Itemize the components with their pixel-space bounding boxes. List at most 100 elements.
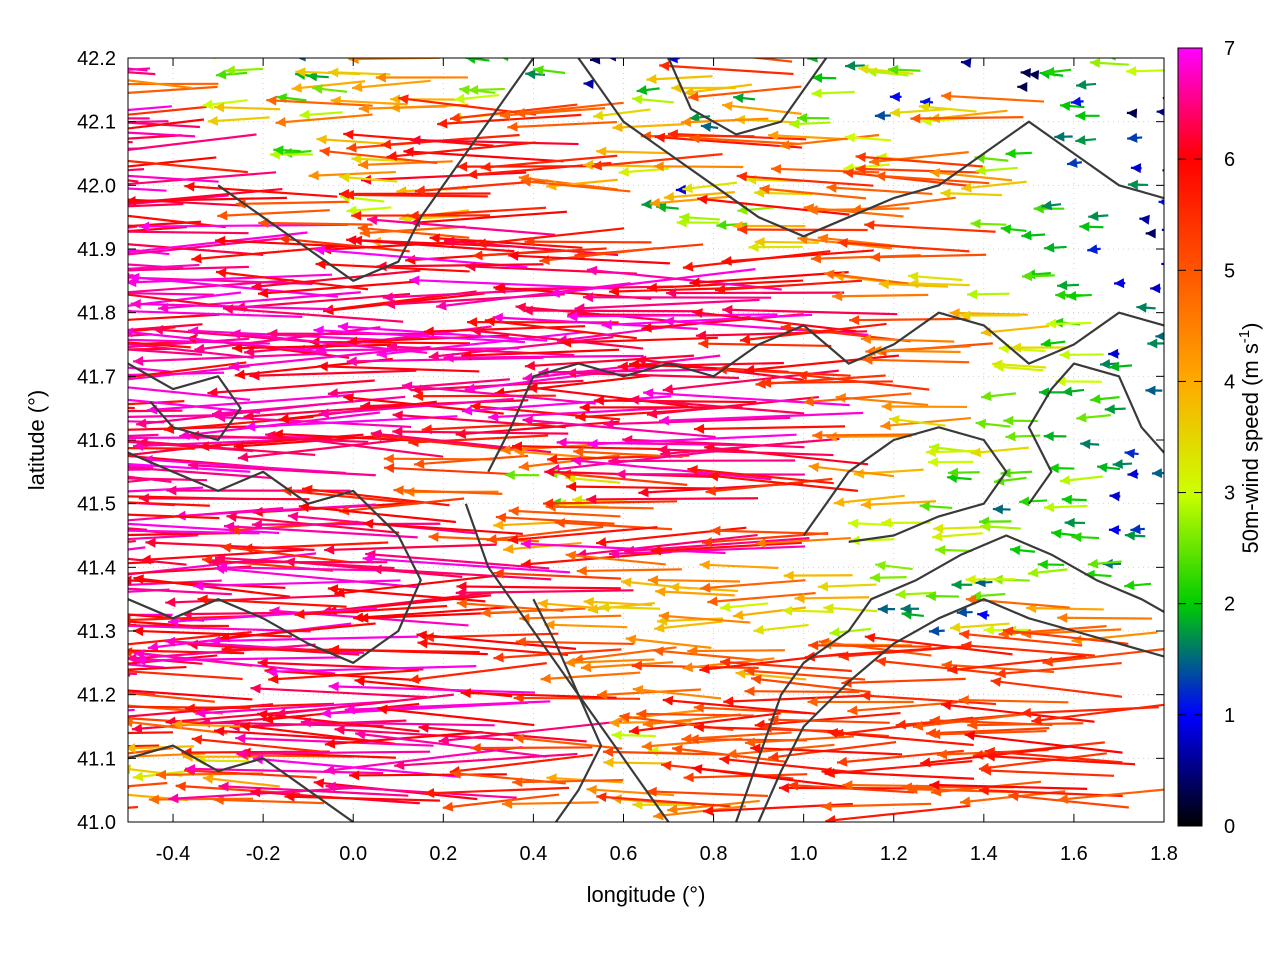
wind-vector [128,168,145,172]
wind-vector [1124,448,1139,459]
wind-vector [961,180,1027,193]
wind-vector [1076,412,1111,423]
wind-vector [603,757,672,768]
wind-vector [207,115,270,126]
wind-vector [245,415,458,432]
wind-vector [960,310,1022,321]
wind-vector [460,688,617,699]
wind-vector [250,683,428,699]
wind-vector [128,529,260,535]
wind-vector [874,110,891,121]
wind-vector [346,205,392,216]
wind-vector [128,371,225,377]
wind-vector [1126,66,1164,77]
wind-vector [837,238,970,253]
wind-vector [599,602,661,613]
wind-vector [533,65,566,76]
wind-vector [602,746,724,757]
wind-vector [222,304,404,323]
colorbar-ticks: 0 1 2 3 4 5 6 7 [1178,38,1235,838]
wind-vectors [0,58,1164,822]
wind-vector [817,581,877,592]
colorbar-tick-label-2: 2 [1224,594,1235,616]
wind-vector [768,130,848,141]
wind-vector [721,249,874,266]
x-tick-label-11: 1.8 [1150,843,1178,865]
wind-vector [502,798,599,809]
wind-vector [933,523,987,534]
wind-vector [970,446,1029,458]
wind-vector [128,674,131,677]
wind-vector [1108,348,1120,359]
wind-vector [804,646,952,662]
wind-vector [700,579,806,593]
wind-vector [128,513,220,520]
wind-vector [348,58,441,65]
wind-vector [900,603,920,614]
wind-vector [843,168,970,187]
wind-vector [392,426,569,437]
wind-vector [418,722,587,743]
wind-vector [871,345,961,356]
wind-vector [128,133,257,151]
wind-vector [683,83,752,97]
wind-vector [825,804,971,822]
wind-vector [889,414,946,427]
wind-vector [1008,791,1129,809]
wind-vector [0,274,127,284]
wind-vector [647,575,740,586]
wind-vector [901,609,924,620]
wind-vector [128,575,286,590]
wind-vector [929,167,1013,182]
wind-vector [392,410,566,429]
wind-vector [842,780,949,791]
wind-vector [697,194,850,216]
wind-vector [1005,431,1041,442]
wind-vector [707,591,816,607]
colorbar-tick-label-6: 6 [1224,149,1235,171]
wind-vector [1087,558,1122,569]
wind-vector [1161,228,1164,232]
wind-vector [643,388,850,407]
wind-vector [442,793,560,812]
wind-vector [128,557,187,566]
contour-line-12 [802,426,1008,543]
wind-vector [317,361,480,373]
wind-vector [128,624,311,633]
wind-vector [128,463,251,473]
wind-vector [278,234,410,253]
wind-vector [920,745,1072,768]
wind-vector [1076,79,1097,90]
wind-vector [540,671,641,684]
wind-vector [1088,211,1109,222]
wind-vector [223,521,418,539]
wind-vector [1109,491,1121,502]
wind-vector [735,668,807,681]
colorbar-label-main: 50m-wind speed (m s [1238,343,1263,553]
wind-vector [249,369,417,381]
wind-vector [184,181,338,198]
contour-line-5 [757,598,1164,822]
wind-vector [691,764,849,789]
wind-vector [128,587,232,596]
wind-vector [195,699,396,718]
wind-vector [993,362,1044,373]
contour-line-10 [128,744,354,822]
wind-vector [138,493,310,504]
wind-vector [128,413,234,419]
wind-vector [1151,468,1164,479]
wind-vector [338,188,491,199]
wind-vector [701,531,829,547]
wind-vector [455,587,634,598]
x-tick-label-4: 0.4 [519,843,547,865]
wind-vector [495,512,615,525]
x-tick-label-5: 0.6 [610,843,638,865]
wind-vector [343,189,488,200]
wind-vector [375,72,468,83]
wind-vector [522,415,716,439]
y-tick-label-3: 41.3 [77,621,116,643]
wind-vector [184,763,384,775]
wind-vector [312,84,348,94]
wind-vector [1079,221,1104,232]
wind-vector [128,202,184,208]
